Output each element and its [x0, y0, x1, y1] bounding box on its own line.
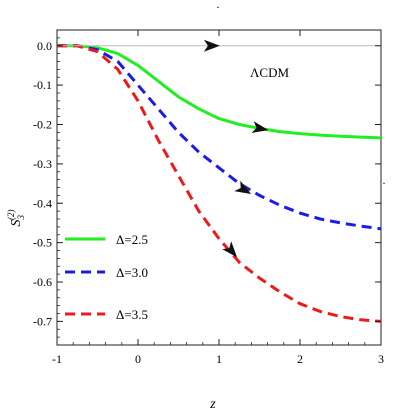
plot-border — [56, 29, 382, 346]
tick-layer: -1 0 1 2 3 0.0 -0.1 -0.2 -0.3 -0.4 -0.5 -0.6 -0.7 — [33, 29, 384, 366]
y-axis-label-main: S — [9, 220, 24, 227]
direction-arrow — [203, 39, 220, 52]
legend-label-3: Δ=3.5 — [116, 307, 148, 322]
y-tick-label: -0.4 — [33, 196, 52, 210]
y-tick-label: -0.5 — [33, 236, 52, 250]
direction-arrow — [222, 241, 238, 258]
svg-text:S3(2): S3(2) — [6, 210, 26, 227]
plot-frame — [56, 29, 382, 346]
x-tick-label: -1 — [52, 352, 62, 366]
legend-label-1: Δ=2.5 — [116, 232, 148, 247]
y-tick-label: 0.0 — [37, 39, 52, 53]
series-layer — [57, 44, 382, 323]
legend-label-2: Δ=3.0 — [116, 265, 148, 280]
y-tick-label: -0.3 — [33, 157, 52, 171]
legend: Δ=2.5 Δ=3.0 Δ=3.5 — [65, 232, 148, 322]
y-axis-label-sup: (2) — [6, 210, 16, 221]
arrow-layer — [203, 39, 269, 258]
y-tick-label: -0.2 — [33, 118, 52, 132]
y-tick-label: -0.7 — [33, 314, 52, 328]
x-tick-label: 0 — [135, 352, 141, 366]
y-tick-label: -0.1 — [33, 78, 52, 92]
stray-mark-top: . — [217, 0, 220, 11]
y-axis-label-sub: 3 — [16, 215, 26, 221]
x-axis-label: z — [209, 397, 216, 409]
direction-arrow — [234, 180, 252, 195]
direction-arrow — [251, 121, 269, 133]
stray-mark-right: . — [383, 173, 386, 187]
y-axis-label: S3(2) — [6, 210, 26, 227]
series-line-2 — [57, 44, 382, 231]
x-tick-label: 3 — [378, 352, 384, 366]
x-tick-label: 2 — [297, 352, 303, 366]
series-line-3 — [57, 44, 382, 323]
series-line-1 — [57, 44, 382, 140]
y-tick-label: -0.6 — [33, 275, 52, 289]
annotation-lcdm: ΛCDM — [250, 65, 289, 80]
x-tick-label: 1 — [216, 352, 222, 366]
